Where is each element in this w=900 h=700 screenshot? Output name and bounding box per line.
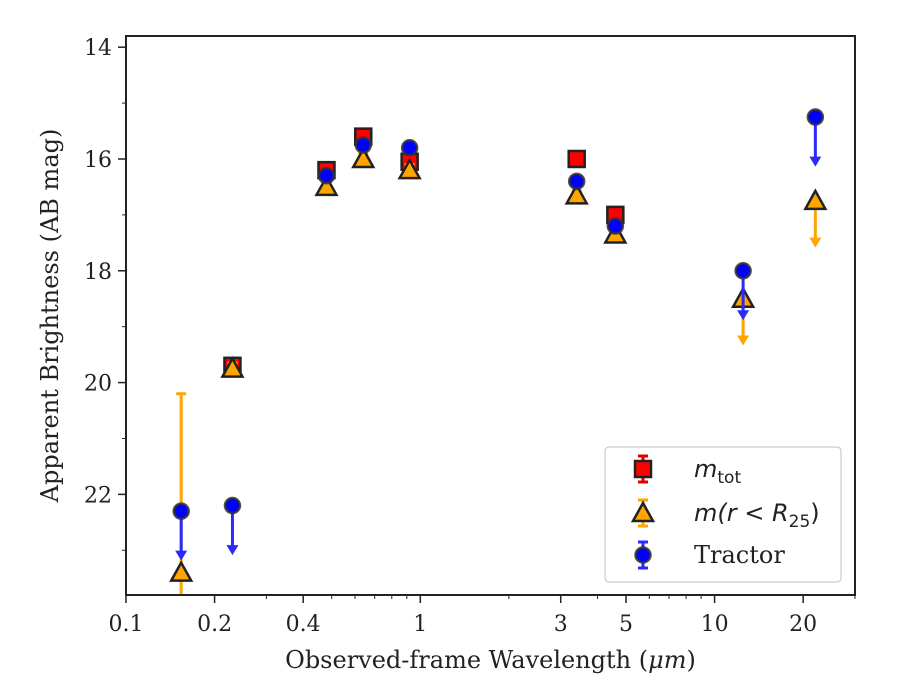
upper-limit-arrow-head [809,156,822,167]
plot-frame [125,35,856,596]
data-point [169,560,194,582]
data-point [397,157,422,180]
y-tick-label: 20 [84,372,112,397]
legend-box [604,446,842,583]
legend-label-m-tot: mtot [694,455,741,488]
upper-limit-arrow-head [809,237,822,248]
legend-marker [630,500,656,523]
data-point [314,174,339,197]
data-point [351,146,376,169]
upper-limit-arrow-head [737,310,750,321]
legend-label-tractor: Tractor [694,541,785,569]
y-tick-label: 22 [84,483,112,508]
x-axis-label: Observed-frame Wavelength (μm) [285,646,696,674]
series-0 [223,127,625,376]
upper-limit-arrow-head [226,545,239,556]
x-tick-label: 3 [554,612,568,637]
data-point [567,172,586,191]
data-point [564,182,589,205]
data-point [317,167,336,185]
data-point [172,502,190,520]
series-layer [169,108,828,595]
data-point [734,262,752,280]
x-tick-label: 10 [701,612,729,637]
legend-entries [630,454,656,570]
upper-limit-arrow-head [175,550,188,561]
x-tick-label: 1 [413,612,427,637]
y-axis: 14 16 18 20 22 [84,36,126,551]
data-point [400,139,419,157]
x-tick-label: 0.1 [109,612,144,637]
x-tick-label: 20 [789,612,817,637]
data-point [803,188,828,211]
x-tick-label: 0.2 [197,612,232,637]
y-tick-label: 18 [84,260,112,285]
legend: mtot m(r < R25) Tractor [604,446,842,583]
legend-marker [634,546,652,564]
data-point [806,108,825,126]
y-axis-label: Apparent Brightness (AB mag) [36,129,64,504]
legend-marker [633,459,653,479]
data-point [223,496,242,515]
x-tick-label: 0.4 [286,612,321,637]
series-2 [172,108,825,561]
data-point [220,356,245,378]
x-axis: 0.1 0.2 0.4 1 3 5 10 20 [109,595,856,637]
legend-label-m-r25: m(r < R25) [694,499,820,532]
y-tick-label: 14 [84,36,112,61]
y-tick-label: 16 [84,148,112,173]
data-point [567,149,586,169]
data-point [354,136,373,154]
data-point [606,217,625,235]
x-tick-label: 5 [619,612,633,637]
upper-limit-arrow-head [737,335,750,346]
